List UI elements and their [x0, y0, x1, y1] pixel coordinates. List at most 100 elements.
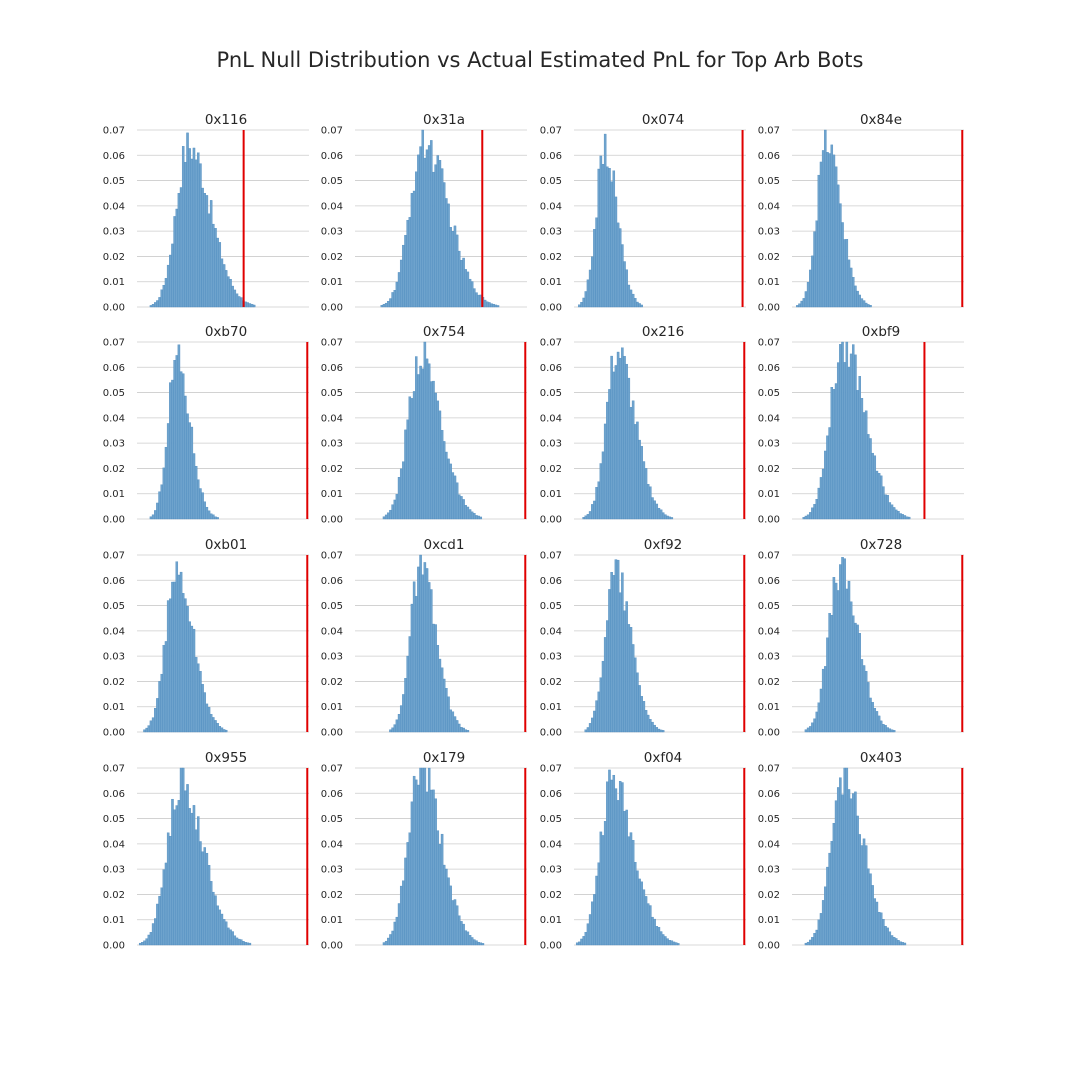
histogram-bar	[427, 363, 431, 520]
histogram-bar	[477, 515, 480, 520]
histogram-bar	[397, 903, 401, 946]
histogram-bar	[425, 568, 429, 733]
histogram-bar	[809, 939, 812, 946]
histogram-bar	[875, 901, 879, 946]
histogram-bar	[481, 943, 485, 946]
histogram-bar	[623, 356, 626, 520]
histogram-bar	[804, 942, 808, 946]
histogram-bar	[649, 905, 652, 946]
histogram-bar	[824, 450, 827, 520]
histogram-bar	[809, 269, 812, 308]
histogram-bar	[811, 722, 814, 733]
histogram-bar	[423, 341, 427, 520]
histogram-bar	[642, 701, 646, 733]
histogram-bar	[166, 600, 170, 733]
histogram-bar	[659, 509, 663, 520]
histogram-bar	[867, 868, 870, 946]
histogram-bar	[434, 392, 437, 520]
histogram-bar	[173, 581, 176, 733]
histogram-bar	[580, 938, 583, 946]
histogram-bar	[207, 213, 211, 308]
y-tick-label: 0.02	[540, 890, 562, 901]
histogram-bar	[207, 865, 211, 946]
histogram-bar	[584, 932, 588, 946]
histogram-bar	[586, 727, 590, 733]
y-tick-label: 0.05	[321, 814, 343, 825]
histogram-bar	[586, 514, 590, 520]
histogram-bar	[175, 561, 179, 733]
y-tick-label: 0.06	[540, 363, 562, 374]
histogram-bar	[186, 413, 189, 520]
histogram-bar	[169, 254, 172, 308]
histogram-bar	[852, 615, 855, 733]
histogram-bar	[186, 606, 189, 733]
histogram-bar	[843, 239, 846, 308]
histogram-bar	[659, 729, 663, 733]
histogram-bar	[147, 934, 151, 946]
histogram-bar	[203, 692, 206, 733]
y-tick-label: 0.01	[758, 915, 780, 926]
histogram-bar	[890, 729, 894, 733]
y-tick-label: 0.01	[540, 915, 562, 926]
histogram-bar	[646, 714, 650, 733]
histogram-bar	[638, 439, 641, 520]
histogram-bar	[156, 903, 159, 946]
histogram-bar	[395, 916, 399, 946]
histogram-bar	[806, 941, 810, 946]
histogram-bar	[817, 174, 821, 308]
histogram-bar	[445, 451, 448, 520]
histogram-bar	[209, 200, 213, 308]
histogram-bar	[864, 410, 868, 520]
y-tick-label: 0.04	[540, 839, 562, 850]
histogram-bar	[895, 938, 898, 946]
histogram-bar	[173, 809, 176, 946]
histogram-bar	[156, 502, 159, 520]
subplot-title: 0x179	[423, 750, 465, 766]
histogram-bar	[408, 832, 412, 946]
histogram-bar	[834, 800, 838, 946]
histogram-bar	[252, 304, 256, 308]
histogram-bar	[154, 708, 157, 733]
histogram-bar	[869, 438, 872, 520]
histogram-bar	[897, 940, 900, 946]
histogram-bar	[220, 913, 224, 946]
histogram-bar	[171, 798, 174, 946]
histogram-bar	[877, 911, 881, 946]
y-tick-label: 0.02	[321, 890, 343, 901]
histogram-bar	[623, 610, 626, 733]
histogram-bar	[389, 729, 392, 733]
histogram-bar	[227, 927, 230, 946]
histogram-bar	[445, 868, 448, 946]
histogram-bar	[597, 691, 600, 733]
histogram-bar	[616, 800, 620, 946]
y-tick-label: 0.07	[321, 126, 343, 137]
histogram-bar	[832, 577, 836, 733]
histogram-bar	[190, 158, 194, 308]
histogram-bar	[151, 923, 155, 946]
histogram-bar	[447, 877, 450, 946]
histogram-bar	[634, 657, 637, 733]
histogram-bar	[171, 243, 174, 308]
subplot: 0.00 0.01 0.02 0.03 0.04 0.05 0.06 0.07 0x074	[540, 112, 746, 314]
y-tick-label: 0.04	[540, 626, 562, 637]
histogram-bar	[653, 500, 656, 520]
histogram-bar	[811, 255, 814, 308]
y-tick-label: 0.05	[103, 814, 125, 825]
histogram-bar	[477, 294, 480, 308]
histogram-bar	[873, 898, 877, 946]
histogram-bar	[601, 164, 605, 308]
histogram-bar	[661, 512, 665, 520]
histogram-bar	[588, 511, 592, 520]
histogram-bar	[612, 575, 616, 733]
subplot: 0.00 0.01 0.02 0.03 0.04 0.05 0.06 0.07 0x754	[321, 324, 527, 526]
histogram-bar	[879, 475, 883, 520]
histogram-bar	[864, 302, 868, 308]
y-tick-label: 0.04	[103, 626, 125, 637]
histogram-bar	[194, 657, 198, 733]
histogram-bar	[408, 636, 412, 733]
y-tick-label: 0.02	[540, 464, 562, 475]
y-tick-label: 0.01	[103, 915, 125, 926]
histogram-bar	[578, 304, 581, 308]
histogram-bar	[618, 592, 622, 733]
histogram-bar	[599, 155, 603, 308]
